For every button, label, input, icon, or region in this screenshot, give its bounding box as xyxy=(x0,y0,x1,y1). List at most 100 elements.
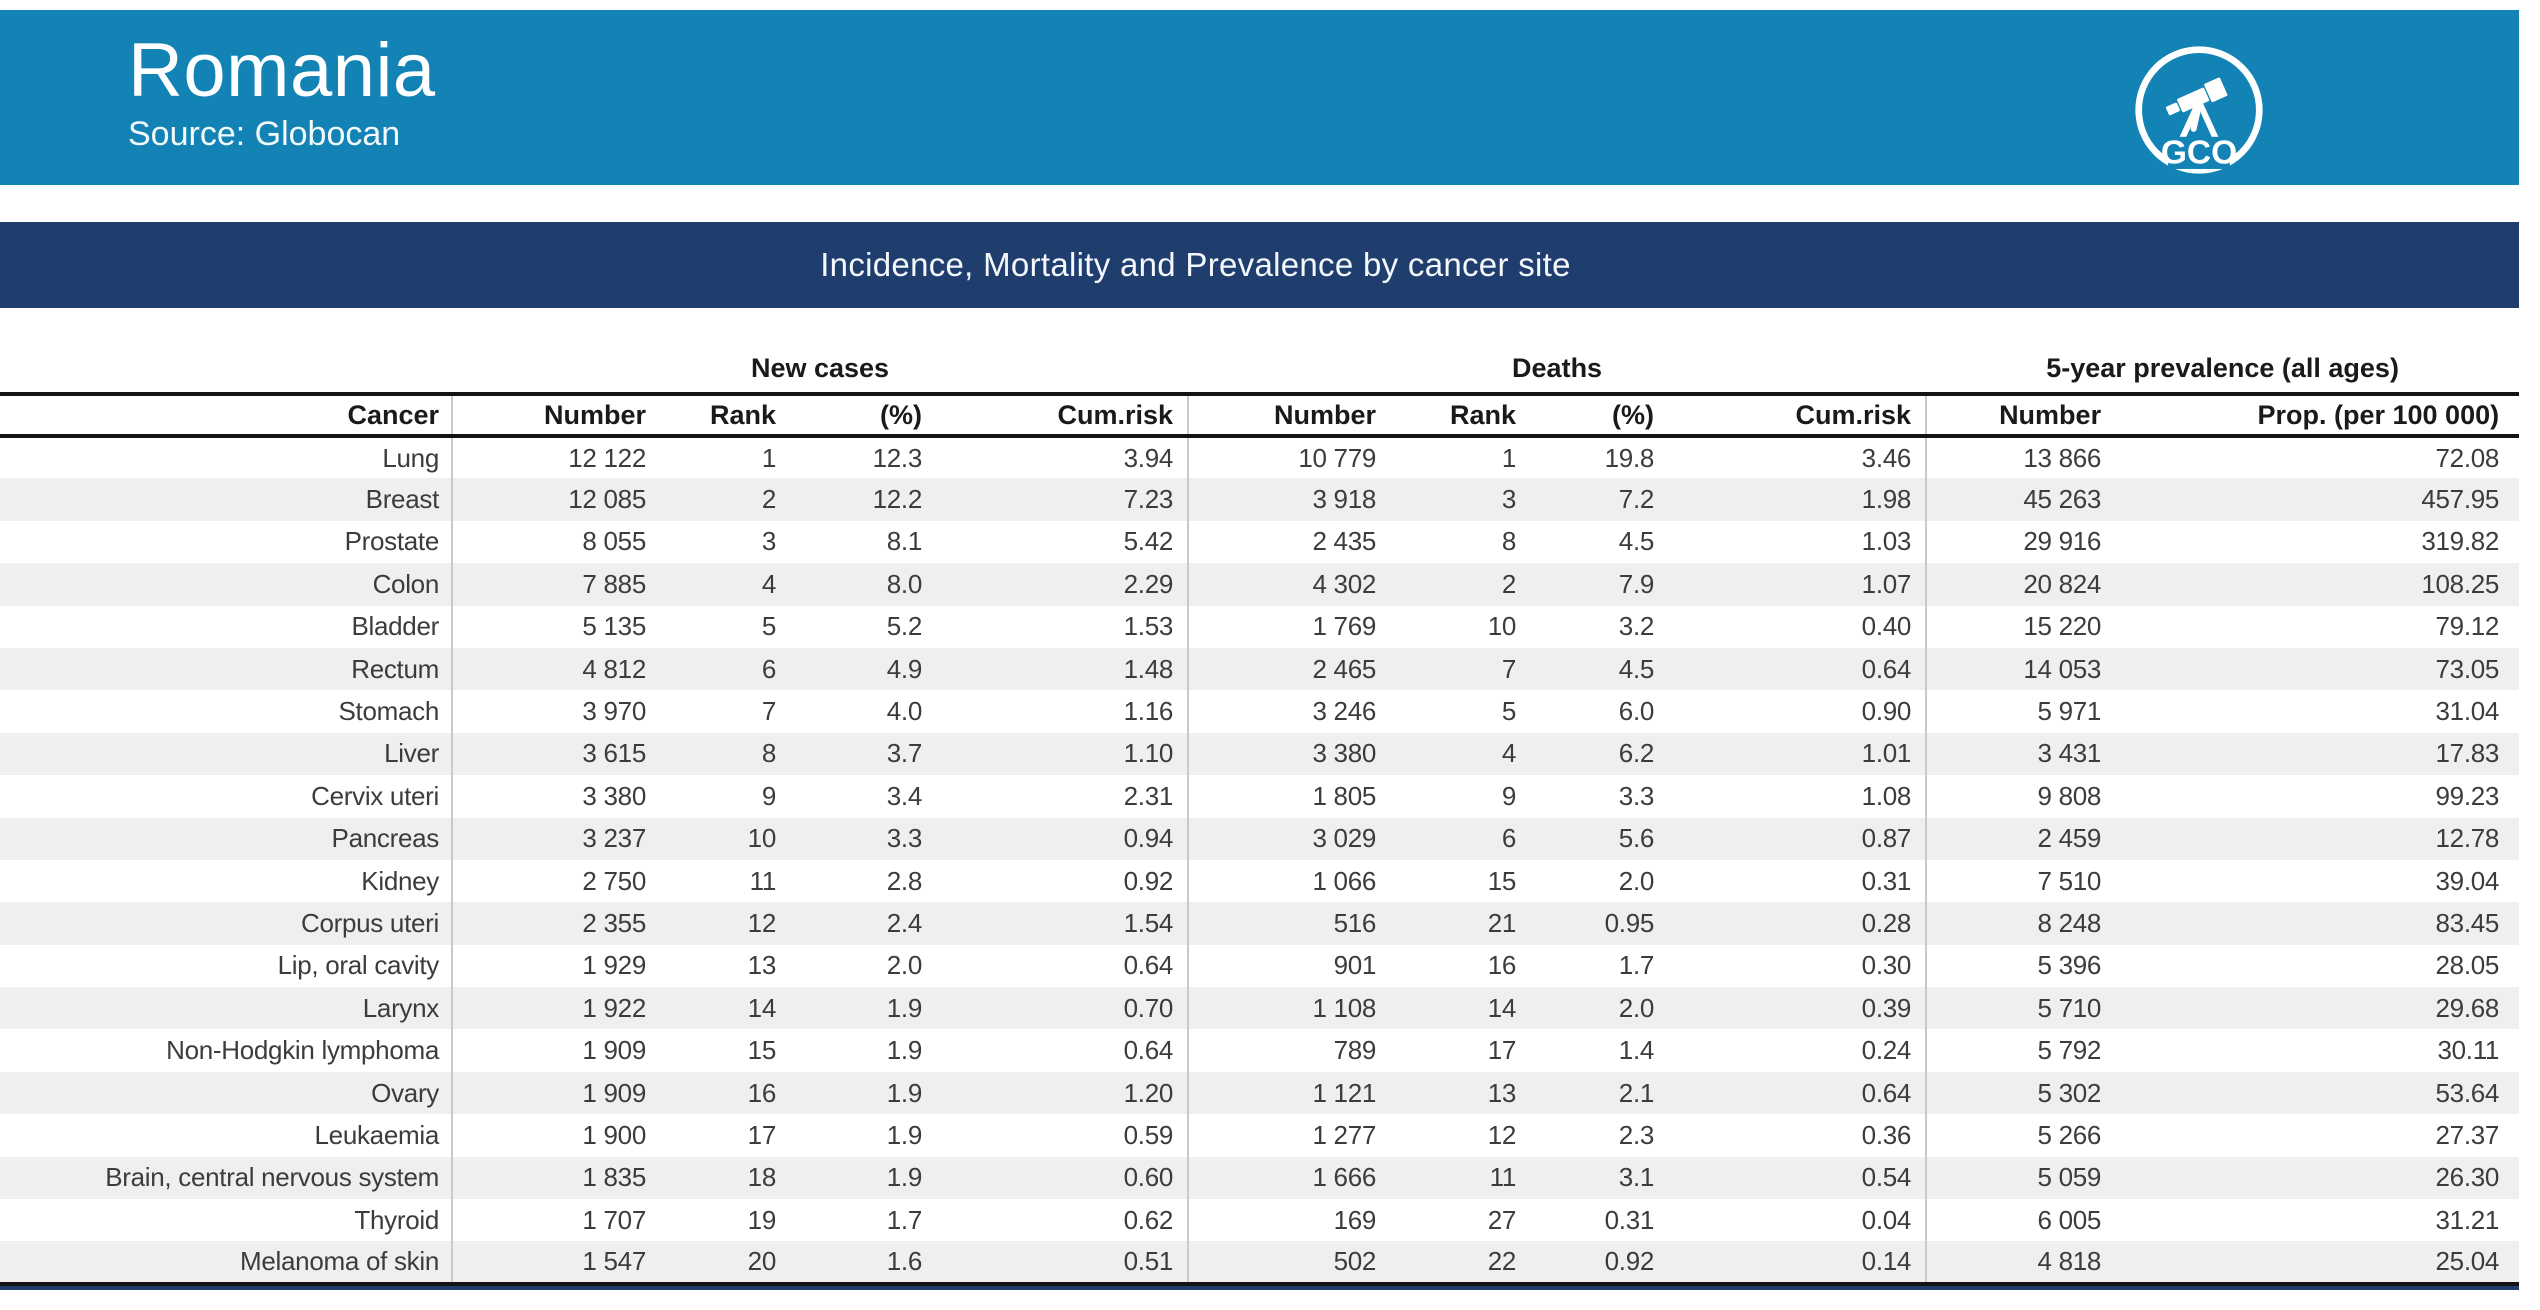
deaths-rank-cell: 2 xyxy=(1501,568,1517,599)
deaths-cumrisk-cell: 0.04 xyxy=(1668,1199,1928,1242)
newcases-percent-cell: 4.0 xyxy=(886,696,923,727)
gco-logo[interactable]: GCO xyxy=(2132,43,2266,177)
prevalence-number-cell: 45 263 xyxy=(2023,484,2102,515)
prevalence-number-cell: 8 248 xyxy=(2037,907,2102,938)
deaths-rank-cell: 22 xyxy=(1487,1246,1517,1277)
newcases-percent-cell: 3.3 xyxy=(886,823,923,854)
cancer-name-cell: Rectum xyxy=(0,647,453,691)
cancer-name-cell: Non-Hodgkin lymphoma xyxy=(0,1029,453,1072)
prevalence-number-cell: 6 005 xyxy=(2037,1204,2102,1235)
deaths-number-cell: 1 121 xyxy=(1312,1077,1377,1108)
prevalence-prop-cell: 17.83 xyxy=(2435,738,2500,769)
prevalence-number-cell: 5 266 xyxy=(2037,1119,2102,1150)
table-header: New cases Deaths 5-year prevalence (all … xyxy=(0,348,2520,438)
table-row: Larynx 1 922 14 1.9 0.70 1 108 14 2.0 0.39 5 7… xyxy=(0,987,2520,1030)
deaths-percent-cell: 7.9 xyxy=(1618,568,1655,599)
col-header-newcases-cumrisk: Cum.risk xyxy=(936,394,1190,438)
newcases-cumrisk-cell: 0.92 xyxy=(936,859,1190,903)
newcases-number-cell: 4 812 xyxy=(582,653,646,684)
newcases-rank-cell: 13 xyxy=(747,950,777,981)
prevalence-prop-cell: 83.45 xyxy=(2435,907,2500,938)
cancer-name-cell: Bladder xyxy=(0,605,453,648)
newcases-cumrisk-cell: 1.48 xyxy=(936,647,1190,691)
deaths-rank-cell: 21 xyxy=(1487,907,1517,938)
table-row: Prostate 8 055 3 8.1 5.42 2 435 8 4.5 1.03 29 … xyxy=(0,520,2519,564)
prevalence-prop-cell: 72.08 xyxy=(2435,442,2500,473)
deaths-percent-cell: 0.95 xyxy=(1604,907,1655,938)
newcases-rank-cell: 15 xyxy=(747,1035,777,1066)
newcases-percent-cell: 8.0 xyxy=(886,568,923,599)
deaths-percent-cell: 7.2 xyxy=(1618,484,1655,515)
newcases-rank-cell: 7 xyxy=(761,696,776,727)
prevalence-number-cell: 5 059 xyxy=(2037,1162,2102,1193)
deaths-percent-cell: 2.0 xyxy=(1618,865,1655,896)
prevalence-number-cell: 15 220 xyxy=(2023,611,2102,642)
newcases-cumrisk-cell: 1.20 xyxy=(936,1071,1190,1115)
cancer-name-cell: Lung xyxy=(0,436,453,479)
cancer-name-cell: Leukaemia xyxy=(0,1114,453,1157)
group-header-row: New cases Deaths 5-year prevalence (all … xyxy=(0,348,2520,396)
prevalence-number-cell: 3 431 xyxy=(2037,738,2102,769)
newcases-percent-cell: 1.9 xyxy=(886,1077,923,1108)
cancer-name-cell: Larynx xyxy=(0,987,453,1030)
deaths-rank-cell: 16 xyxy=(1487,950,1517,981)
deaths-number-cell: 901 xyxy=(1333,950,1377,981)
newcases-cumrisk-cell: 1.10 xyxy=(936,732,1190,776)
deaths-number-cell: 10 779 xyxy=(1298,442,1377,473)
newcases-cumrisk-cell: 2.31 xyxy=(936,775,1190,818)
prevalence-prop-cell: 319.82 xyxy=(2421,526,2500,557)
prevalence-prop-cell: 108.25 xyxy=(2421,568,2500,599)
newcases-rank-cell: 4 xyxy=(761,568,776,599)
deaths-number-cell: 1 108 xyxy=(1312,992,1377,1023)
newcases-number-cell: 7 885 xyxy=(582,568,646,599)
newcases-percent-cell: 2.0 xyxy=(886,950,923,981)
newcases-rank-cell: 5 xyxy=(761,611,776,642)
top-banner: Romania Source: Globocan GCO xyxy=(0,10,2519,185)
deaths-percent-cell: 0.92 xyxy=(1604,1246,1655,1277)
prevalence-number-cell: 7 510 xyxy=(2037,865,2102,896)
table-row: Non-Hodgkin lymphoma 1 909 15 1.9 0.64 789 1… xyxy=(0,1029,2519,1072)
cancer-name-cell: Ovary xyxy=(0,1071,453,1115)
deaths-number-cell: 3 380 xyxy=(1312,738,1377,769)
prevalence-number-cell: 5 302 xyxy=(2037,1077,2102,1108)
deaths-rank-cell: 6 xyxy=(1501,823,1517,854)
newcases-cumrisk-cell: 0.51 xyxy=(936,1241,1190,1284)
deaths-cumrisk-cell: 1.01 xyxy=(1668,732,1928,776)
newcases-cumrisk-cell: 0.70 xyxy=(936,987,1190,1030)
prevalence-prop-cell: 30.11 xyxy=(2437,1035,2500,1066)
deaths-cumrisk-cell: 0.40 xyxy=(1668,605,1928,648)
newcases-percent-cell: 8.1 xyxy=(886,526,923,557)
prevalence-prop-cell: 31.04 xyxy=(2435,696,2500,727)
prevalence-number-cell: 29 916 xyxy=(2023,526,2102,557)
newcases-number-cell: 3 237 xyxy=(582,823,646,854)
newcases-rank-cell: 12 xyxy=(747,907,777,938)
deaths-number-cell: 1 066 xyxy=(1312,865,1377,896)
prevalence-prop-cell: 79.12 xyxy=(2435,611,2500,642)
newcases-rank-cell: 9 xyxy=(761,780,776,811)
newcases-rank-cell: 3 xyxy=(761,526,776,557)
newcases-number-cell: 5 135 xyxy=(582,611,646,642)
deaths-rank-cell: 13 xyxy=(1487,1077,1517,1108)
table-row: Corpus uteri 2 355 12 2.4 1.54 516 21 0.95 0.2… xyxy=(0,902,2520,945)
col-header-deaths-number: Number xyxy=(1188,394,1391,438)
deaths-number-cell: 2 435 xyxy=(1312,526,1377,557)
deaths-rank-cell: 11 xyxy=(1489,1162,1517,1193)
newcases-rank-cell: 18 xyxy=(747,1162,777,1193)
col-header-prevalence-prop: Prop. (per 100 000) xyxy=(2115,394,2520,438)
prevalence-prop-cell: 12.78 xyxy=(2435,823,2500,854)
newcases-percent-cell: 3.4 xyxy=(886,780,923,811)
deaths-rank-cell: 9 xyxy=(1501,780,1517,811)
deaths-rank-cell: 4 xyxy=(1501,738,1517,769)
prevalence-number-cell: 5 710 xyxy=(2037,992,2102,1023)
newcases-percent-cell: 3.7 xyxy=(886,738,923,769)
newcases-cumrisk-cell: 0.62 xyxy=(936,1199,1190,1242)
deaths-percent-cell: 4.5 xyxy=(1618,653,1655,684)
table-row: Breast 12 085 2 12.2 7.23 3 918 3 7.2 1.98 45 … xyxy=(0,478,2520,521)
deaths-number-cell: 3 246 xyxy=(1312,696,1377,727)
deaths-number-cell: 3 029 xyxy=(1312,823,1377,854)
col-header-deaths-rank: Rank xyxy=(1390,394,1531,438)
deaths-rank-cell: 10 xyxy=(1487,611,1517,642)
deaths-rank-cell: 3 xyxy=(1501,484,1517,515)
deaths-number-cell: 169 xyxy=(1333,1204,1377,1235)
prevalence-prop-cell: 29.68 xyxy=(2435,992,2500,1023)
